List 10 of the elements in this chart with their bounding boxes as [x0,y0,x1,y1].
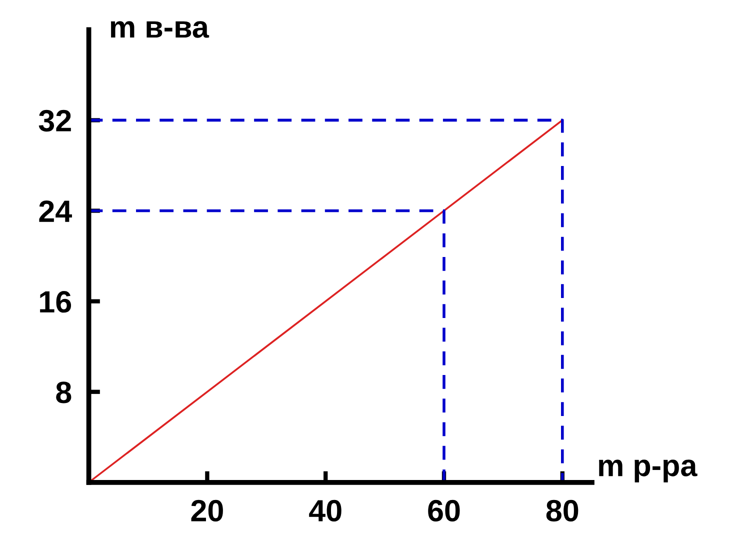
y-tick-label: 16 [40,291,72,313]
y-tick-label: 32 [38,110,71,132]
x-tick-label: 20 [191,500,223,522]
x-tick-label: 60 [428,500,460,522]
y-axis-title: m в-ва [110,21,210,38]
x-tick-label: 40 [309,500,342,522]
x-tick-label: 80 [546,500,578,522]
x-axis-title: m р-ра [599,460,698,482]
y-tick-label: 24 [39,200,72,222]
y-tick-label: 8 [56,382,72,404]
